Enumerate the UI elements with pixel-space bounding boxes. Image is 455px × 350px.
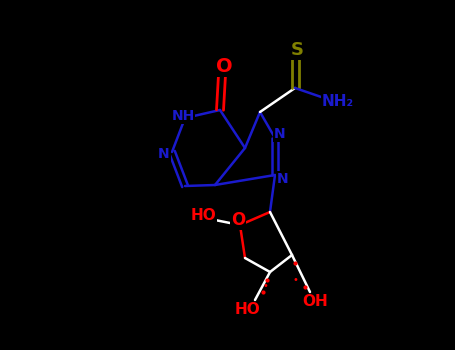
Text: •: • [292, 275, 298, 285]
Text: NH₂: NH₂ [322, 94, 354, 110]
Text: N: N [158, 147, 170, 161]
Text: •: • [262, 281, 268, 291]
Text: HO: HO [190, 208, 216, 223]
Text: N: N [274, 127, 286, 141]
Text: OH: OH [302, 294, 328, 309]
Text: N: N [277, 172, 289, 186]
Text: NH: NH [172, 109, 195, 123]
Text: O: O [216, 57, 233, 77]
Text: S: S [290, 41, 303, 59]
Text: HO: HO [234, 302, 260, 317]
Text: O: O [231, 211, 245, 229]
